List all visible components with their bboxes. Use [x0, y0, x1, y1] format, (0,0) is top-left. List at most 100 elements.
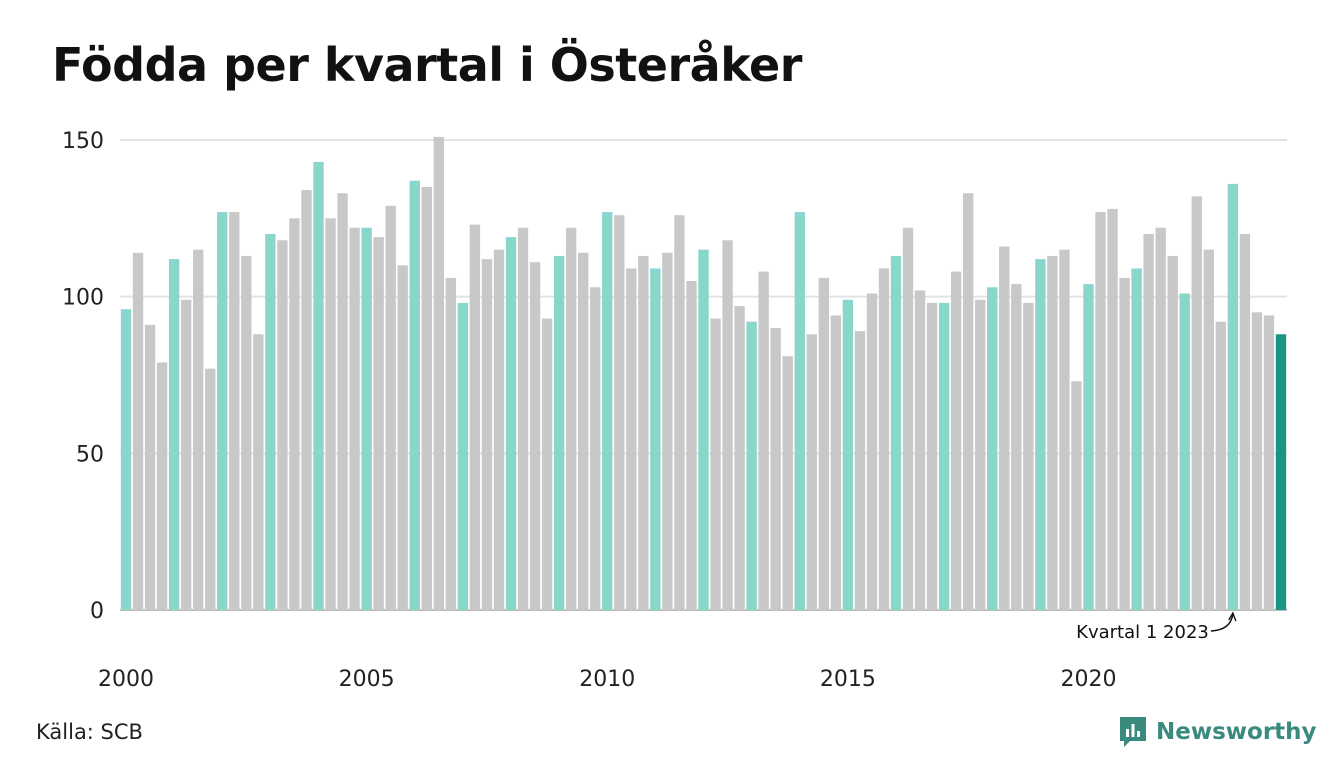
- bar: [349, 227, 360, 611]
- bar: [698, 249, 709, 611]
- bar: [1047, 255, 1058, 610]
- bar: [1203, 249, 1214, 611]
- bar: [1107, 208, 1118, 610]
- annotation-arrowhead: [1228, 611, 1237, 622]
- bar: [878, 268, 890, 610]
- y-tick-label: 50: [76, 442, 104, 467]
- y-tick-label: 0: [90, 599, 104, 624]
- bar: [614, 215, 625, 610]
- bar: [1083, 284, 1094, 610]
- bar: [590, 287, 601, 610]
- bar: [1143, 234, 1154, 610]
- bar: [854, 331, 866, 610]
- bar: [1059, 249, 1070, 611]
- x-tick-label: 2020: [1061, 667, 1117, 692]
- bar: [1023, 302, 1034, 610]
- bar: [650, 268, 661, 610]
- bar: [782, 356, 793, 610]
- bar: [217, 212, 228, 610]
- x-tick-label: 2015: [820, 667, 876, 692]
- bar: [132, 252, 144, 611]
- bar: [975, 299, 986, 610]
- bar: [602, 212, 613, 610]
- newsworthy-logo-icon: [1120, 717, 1146, 747]
- bar: [734, 306, 745, 610]
- bar: [830, 315, 842, 610]
- x-tick-label: 2005: [339, 667, 395, 692]
- bar: [1227, 183, 1239, 610]
- bar: [842, 299, 854, 610]
- bar: [866, 293, 878, 610]
- bar: [1155, 227, 1166, 611]
- bar: [229, 212, 240, 610]
- bar: [1167, 255, 1178, 610]
- bar: [385, 205, 396, 611]
- bar: [301, 190, 312, 610]
- bar: [1095, 212, 1106, 610]
- bar: [553, 255, 565, 610]
- bar: [445, 277, 457, 610]
- bar: [1071, 381, 1082, 610]
- bar: [505, 237, 517, 610]
- x-tick-label: 2000: [98, 667, 154, 692]
- bar: [433, 136, 444, 610]
- x-tick-label: 2010: [579, 667, 635, 692]
- bar: [469, 224, 481, 610]
- bar: [156, 362, 168, 610]
- bar: [638, 255, 649, 610]
- bar: [1035, 259, 1046, 610]
- bar: [289, 218, 300, 610]
- bar: [890, 255, 902, 610]
- bar: [313, 161, 324, 610]
- bar: [181, 299, 192, 610]
- bar: [987, 287, 998, 610]
- bar: [710, 318, 721, 610]
- bar: [397, 265, 408, 610]
- bar: [541, 318, 553, 610]
- bar: [421, 187, 432, 610]
- bar-chart: 0 50 100 150 2000 2005 2010 2015 2020 Kvartal 1…: [62, 129, 1287, 692]
- bar: [746, 321, 757, 610]
- bar: [1275, 334, 1287, 610]
- bar: [265, 234, 276, 610]
- brand-logo: Newsworthy: [1118, 714, 1317, 750]
- bar: [1191, 196, 1202, 610]
- bar: [1011, 284, 1022, 610]
- bar: [686, 281, 697, 610]
- bar: [205, 368, 216, 610]
- bar: [626, 268, 637, 610]
- bar: [963, 193, 974, 610]
- bar: [337, 193, 348, 610]
- bar: [938, 302, 950, 610]
- bar: [578, 252, 589, 611]
- bar: [662, 252, 673, 611]
- bar: [457, 302, 469, 610]
- bar: [674, 215, 685, 610]
- source-note: Källa: SCB: [36, 720, 143, 744]
- bar: [493, 249, 505, 611]
- bar: [1215, 321, 1227, 610]
- bar: [361, 227, 372, 611]
- bar: [481, 259, 493, 610]
- bar: [193, 249, 204, 611]
- bar: [950, 271, 962, 610]
- chart-title: Födda per kvartal i Österåker: [52, 38, 802, 92]
- bar: [517, 227, 529, 611]
- bar: [758, 271, 769, 610]
- bar: [120, 309, 132, 610]
- y-tick-label: 150: [62, 129, 104, 154]
- bar: [1119, 277, 1130, 610]
- bar: [722, 240, 733, 610]
- bar: [277, 240, 288, 610]
- bar: [253, 334, 264, 610]
- bar: [1131, 268, 1142, 610]
- bar: [926, 302, 938, 610]
- bar: [794, 212, 805, 610]
- bar: [144, 324, 156, 610]
- bar: [1179, 293, 1190, 610]
- bar: [168, 259, 180, 610]
- annotation-label: Kvartal 1 2023: [1076, 622, 1209, 643]
- bar: [565, 227, 577, 611]
- bar: [325, 218, 336, 610]
- bar: [999, 246, 1010, 610]
